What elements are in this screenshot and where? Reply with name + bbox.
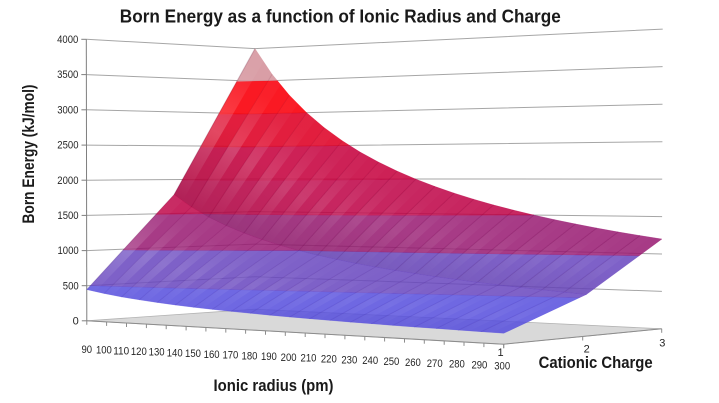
svg-text:Born Energy as a function of I: Born Energy as a function of Ionic Radiu… [120, 5, 561, 26]
svg-text:280: 280 [449, 359, 465, 371]
svg-text:3500: 3500 [57, 69, 78, 81]
svg-text:240: 240 [362, 355, 378, 367]
svg-text:170: 170 [222, 350, 238, 362]
svg-text:1500: 1500 [57, 210, 78, 222]
svg-text:140: 140 [167, 347, 183, 359]
svg-text:270: 270 [427, 358, 443, 370]
svg-text:2500: 2500 [57, 140, 78, 152]
svg-text:3: 3 [659, 337, 665, 349]
svg-text:180: 180 [242, 350, 258, 362]
svg-text:500: 500 [63, 280, 79, 292]
svg-text:100: 100 [96, 345, 112, 357]
svg-text:250: 250 [383, 356, 399, 368]
svg-text:150: 150 [185, 348, 201, 360]
svg-text:1: 1 [497, 347, 503, 359]
svg-text:2000: 2000 [57, 175, 78, 187]
svg-text:290: 290 [471, 360, 487, 372]
svg-text:110: 110 [113, 345, 129, 357]
svg-text:0: 0 [73, 315, 79, 327]
svg-text:3000: 3000 [57, 104, 78, 116]
svg-text:Born Energy (kJ/mol): Born Energy (kJ/mol) [19, 85, 38, 224]
svg-text:90: 90 [82, 344, 93, 356]
svg-text:230: 230 [341, 354, 357, 366]
svg-text:260: 260 [405, 357, 421, 369]
svg-text:210: 210 [301, 353, 317, 365]
svg-text:300: 300 [494, 361, 510, 373]
svg-text:120: 120 [131, 346, 147, 358]
svg-text:Ionic radius (pm): Ionic radius (pm) [214, 376, 334, 395]
svg-text:160: 160 [204, 349, 220, 361]
svg-text:190: 190 [261, 351, 277, 363]
svg-text:220: 220 [321, 353, 337, 365]
svg-text:130: 130 [149, 347, 165, 359]
svg-text:200: 200 [281, 352, 297, 364]
svg-text:2: 2 [584, 344, 590, 356]
svg-text:4000: 4000 [57, 34, 78, 46]
svg-text:1000: 1000 [58, 245, 79, 257]
svg-text:Cationic Charge: Cationic Charge [539, 353, 653, 372]
